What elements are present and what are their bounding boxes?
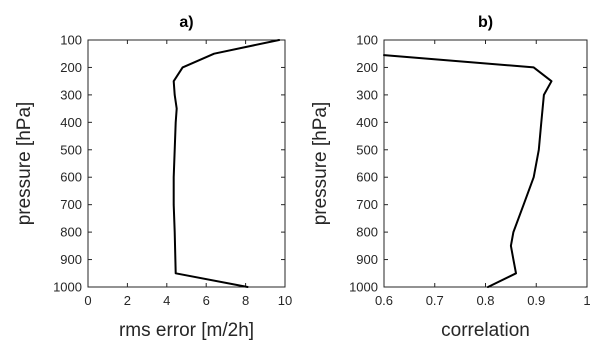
y-tick-label-a-3: 400 bbox=[60, 115, 82, 130]
y-tick-label-a-0: 100 bbox=[60, 33, 82, 48]
y-tick-label-b-6: 700 bbox=[356, 197, 378, 212]
x-tick-label-a-0: 0 bbox=[84, 293, 91, 308]
y-tick-label-a-1: 200 bbox=[60, 60, 82, 75]
y-tick-label-a-6: 700 bbox=[60, 197, 82, 212]
x-tick-label-a-1: 2 bbox=[124, 293, 131, 308]
panel-a: 0 2 4 6 8 10 100 200 300 400 500 600 700 800 900 1000 a)… bbox=[14, 14, 292, 341]
y-tick-label-b-7: 800 bbox=[356, 225, 378, 240]
y-tick-label-a-7: 800 bbox=[60, 225, 82, 240]
y-tick-label-b-2: 300 bbox=[356, 87, 378, 102]
x-tick-label-b-4: 1 bbox=[583, 293, 590, 308]
plot-frame-a bbox=[87, 39, 286, 288]
y-tick-label-b-9: 1000 bbox=[349, 280, 378, 295]
plot-frame-b bbox=[383, 39, 588, 288]
x-tick-label-b-0: 0.6 bbox=[375, 293, 393, 308]
y-axis-label-a: pressure [hPa] bbox=[14, 102, 35, 226]
y-tick-label-a-4: 500 bbox=[60, 142, 82, 157]
y-tick-label-b-0: 100 bbox=[356, 33, 378, 48]
x-tick-label-b-3: 0.9 bbox=[527, 293, 545, 308]
x-tick-label-a-5: 10 bbox=[278, 293, 292, 308]
series-line-a-0 bbox=[172, 39, 281, 288]
x-tick-label-b-1: 0.7 bbox=[426, 293, 444, 308]
y-tick-label-a-2: 300 bbox=[60, 87, 82, 102]
panel-title-a: a) bbox=[179, 14, 193, 31]
series-line-b-0 bbox=[383, 54, 553, 288]
x-tick-label-a-2: 4 bbox=[163, 293, 170, 308]
panel-title-b: b) bbox=[478, 14, 493, 31]
y-tick-label-b-5: 600 bbox=[356, 170, 378, 185]
x-axis-label-b: correlation bbox=[441, 320, 530, 341]
y-tick-label-a-9: 1000 bbox=[53, 280, 82, 295]
y-tick-label-b-4: 500 bbox=[356, 142, 378, 157]
panel-b: 0.6 0.7 0.8 0.9 1 100 200 300 400 500 600 700 800 900… bbox=[310, 14, 591, 341]
x-axis-label-a: rms error [m/2h] bbox=[119, 320, 254, 341]
x-tick-label-b-2: 0.8 bbox=[476, 293, 494, 308]
y-tick-label-b-8: 900 bbox=[356, 252, 378, 267]
y-tick-label-a-8: 900 bbox=[60, 252, 82, 267]
y-tick-label-a-5: 600 bbox=[60, 170, 82, 185]
x-tick-label-a-3: 6 bbox=[203, 293, 210, 308]
x-tick-label-a-4: 8 bbox=[242, 293, 249, 308]
y-tick-label-b-1: 200 bbox=[356, 60, 378, 75]
y-axis-label-b: pressure [hPa] bbox=[310, 102, 331, 226]
y-tick-label-b-3: 400 bbox=[356, 115, 378, 130]
